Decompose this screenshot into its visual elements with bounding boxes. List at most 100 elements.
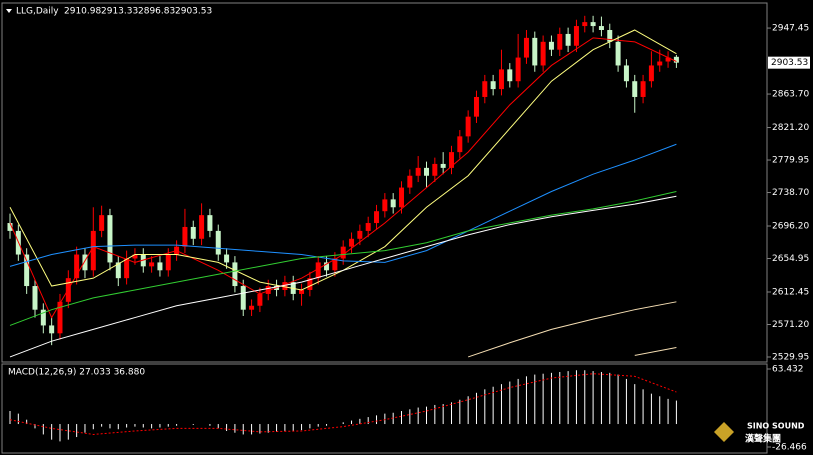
main-frame bbox=[1, 2, 768, 363]
candle-body bbox=[124, 258, 130, 279]
watermark-zh: 漢聲集團 bbox=[745, 433, 781, 445]
moving-average bbox=[9, 191, 677, 326]
candle-body bbox=[657, 61, 663, 66]
ohlc-close: 2903.53 bbox=[175, 7, 212, 17]
candle-body bbox=[640, 81, 646, 97]
y-tick-label: 2612.45 bbox=[772, 287, 809, 297]
candle-body bbox=[648, 65, 654, 82]
moving-average bbox=[9, 195, 677, 358]
candle-body bbox=[365, 223, 371, 231]
y-tick-label: 2529.95 bbox=[772, 352, 809, 362]
macd-frame bbox=[1, 363, 768, 454]
candle-body bbox=[390, 199, 396, 208]
candle-body bbox=[257, 293, 263, 306]
candle-body bbox=[249, 305, 255, 310]
y-tick-label: 2738.70 bbox=[772, 188, 809, 198]
candle-body bbox=[490, 81, 496, 90]
candle-body bbox=[448, 152, 454, 168]
candle-body bbox=[565, 33, 571, 46]
candle-body bbox=[357, 230, 363, 239]
candle-body bbox=[374, 211, 380, 224]
y-tick-label: 2654.95 bbox=[772, 254, 809, 264]
candle-body bbox=[107, 215, 113, 263]
candle-body bbox=[590, 22, 596, 27]
candle-body bbox=[407, 175, 413, 188]
candle-body bbox=[632, 81, 638, 97]
candle-body bbox=[299, 289, 305, 294]
candle-body bbox=[415, 167, 421, 176]
candle-body bbox=[673, 56, 679, 63]
y-tick-label: 2779.95 bbox=[772, 156, 809, 166]
candle-body bbox=[332, 258, 338, 271]
macd-tick-label: -26.466 bbox=[772, 442, 807, 452]
candle-body bbox=[40, 309, 46, 326]
y-tick-label: 2947.45 bbox=[772, 24, 809, 34]
candle-body bbox=[99, 215, 105, 231]
last-price-label: 2903.53 bbox=[771, 58, 808, 68]
candle-body bbox=[132, 254, 138, 259]
candle-body bbox=[399, 187, 405, 208]
candle-body bbox=[115, 262, 121, 279]
macd-signal bbox=[9, 373, 677, 435]
ohlc-open: 2910.98 bbox=[64, 7, 101, 17]
candle-body bbox=[582, 22, 588, 27]
watermark: SINO SOUND 漢聲集團 bbox=[714, 422, 805, 445]
macd-label: MACD(12,26,9) 27.033 36.880 bbox=[8, 368, 145, 378]
moving-average bbox=[634, 347, 677, 356]
candle-body bbox=[190, 226, 196, 239]
candle-body bbox=[482, 81, 488, 97]
symbol: LLG,Daily bbox=[16, 7, 59, 17]
y-tick-label: 2821.20 bbox=[772, 123, 809, 133]
candle-body bbox=[199, 215, 205, 239]
candle-body bbox=[665, 57, 671, 62]
y-tick-label: 2571.20 bbox=[772, 320, 809, 330]
candle-body bbox=[57, 301, 63, 334]
candle-body bbox=[307, 278, 313, 290]
candle-body bbox=[149, 262, 155, 267]
candle-body bbox=[74, 254, 80, 279]
candle-body bbox=[457, 136, 463, 153]
candle-body bbox=[7, 223, 13, 231]
candle-body bbox=[473, 96, 479, 117]
candle-body bbox=[82, 254, 88, 271]
candle-body bbox=[440, 163, 446, 168]
candle-body bbox=[498, 69, 504, 90]
candle-body bbox=[49, 325, 55, 334]
moving-average bbox=[9, 143, 677, 267]
last-price-box bbox=[768, 56, 810, 69]
candle-body bbox=[282, 282, 288, 290]
candle-body bbox=[507, 69, 513, 82]
candle-body bbox=[224, 254, 230, 263]
candle-body bbox=[623, 65, 629, 82]
logo bbox=[714, 422, 734, 442]
candle-body bbox=[324, 262, 330, 271]
macd-tick-label: 63.432 bbox=[772, 364, 804, 374]
candle-body bbox=[207, 215, 213, 231]
candle-body bbox=[24, 254, 30, 287]
candle-body bbox=[557, 33, 563, 50]
candle-body bbox=[349, 238, 355, 247]
ohlc-high: 2913.33 bbox=[101, 7, 138, 17]
candle-body bbox=[598, 26, 604, 30]
candle-body bbox=[573, 26, 579, 46]
candle-body bbox=[615, 41, 621, 66]
ohlc-low: 2896.83 bbox=[138, 7, 175, 17]
candle-body bbox=[215, 230, 221, 255]
candle-body bbox=[165, 254, 171, 271]
candle-body bbox=[548, 41, 554, 50]
candle-body bbox=[240, 286, 246, 310]
candle-body bbox=[540, 41, 546, 66]
moving-average bbox=[467, 301, 677, 358]
candle-body bbox=[532, 37, 538, 66]
candle-body bbox=[382, 199, 388, 212]
candle-body bbox=[432, 163, 438, 176]
candle-body bbox=[182, 226, 188, 247]
candle-body bbox=[32, 286, 38, 310]
candle-body bbox=[340, 246, 346, 259]
candle-body bbox=[90, 230, 96, 271]
candle-body bbox=[157, 262, 163, 271]
candle-body bbox=[315, 262, 321, 279]
